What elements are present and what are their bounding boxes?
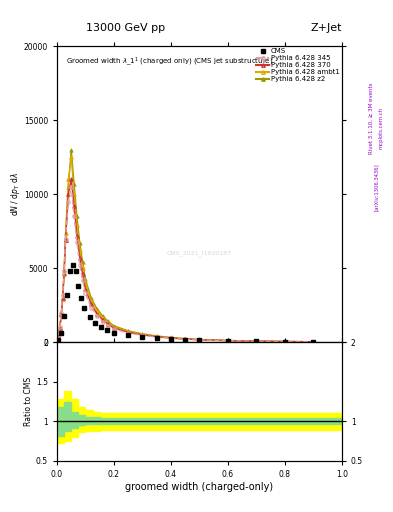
Y-axis label: Ratio to CMS: Ratio to CMS [24,377,33,426]
Y-axis label: $\mathrm{d}N$ / $\mathrm{d}p_{\mathrm{T}}$ $\mathrm{d}\lambda$: $\mathrm{d}N$ / $\mathrm{d}p_{\mathrm{T}… [9,172,22,216]
Text: Groomed width $\lambda\_1^{1}$ (charged only) (CMS jet substructure): Groomed width $\lambda\_1^{1}$ (charged … [66,55,273,68]
X-axis label: groomed width (charged-only): groomed width (charged-only) [125,482,274,492]
Legend: CMS, Pythia 6.428 345, Pythia 6.428 370, Pythia 6.428 ambt1, Pythia 6.428 z2: CMS, Pythia 6.428 345, Pythia 6.428 370,… [256,48,340,83]
Text: Z+Jet: Z+Jet [310,23,342,33]
Text: Rivet 3.1.10, ≥ 3M events: Rivet 3.1.10, ≥ 3M events [369,82,374,154]
Text: 13000 GeV pp: 13000 GeV pp [86,23,165,33]
Text: [arXiv:1306.3436]: [arXiv:1306.3436] [374,163,379,211]
Text: mcplots.cern.ch: mcplots.cern.ch [379,107,384,149]
Text: CMS_2021_I1920187: CMS_2021_I1920187 [167,250,232,257]
